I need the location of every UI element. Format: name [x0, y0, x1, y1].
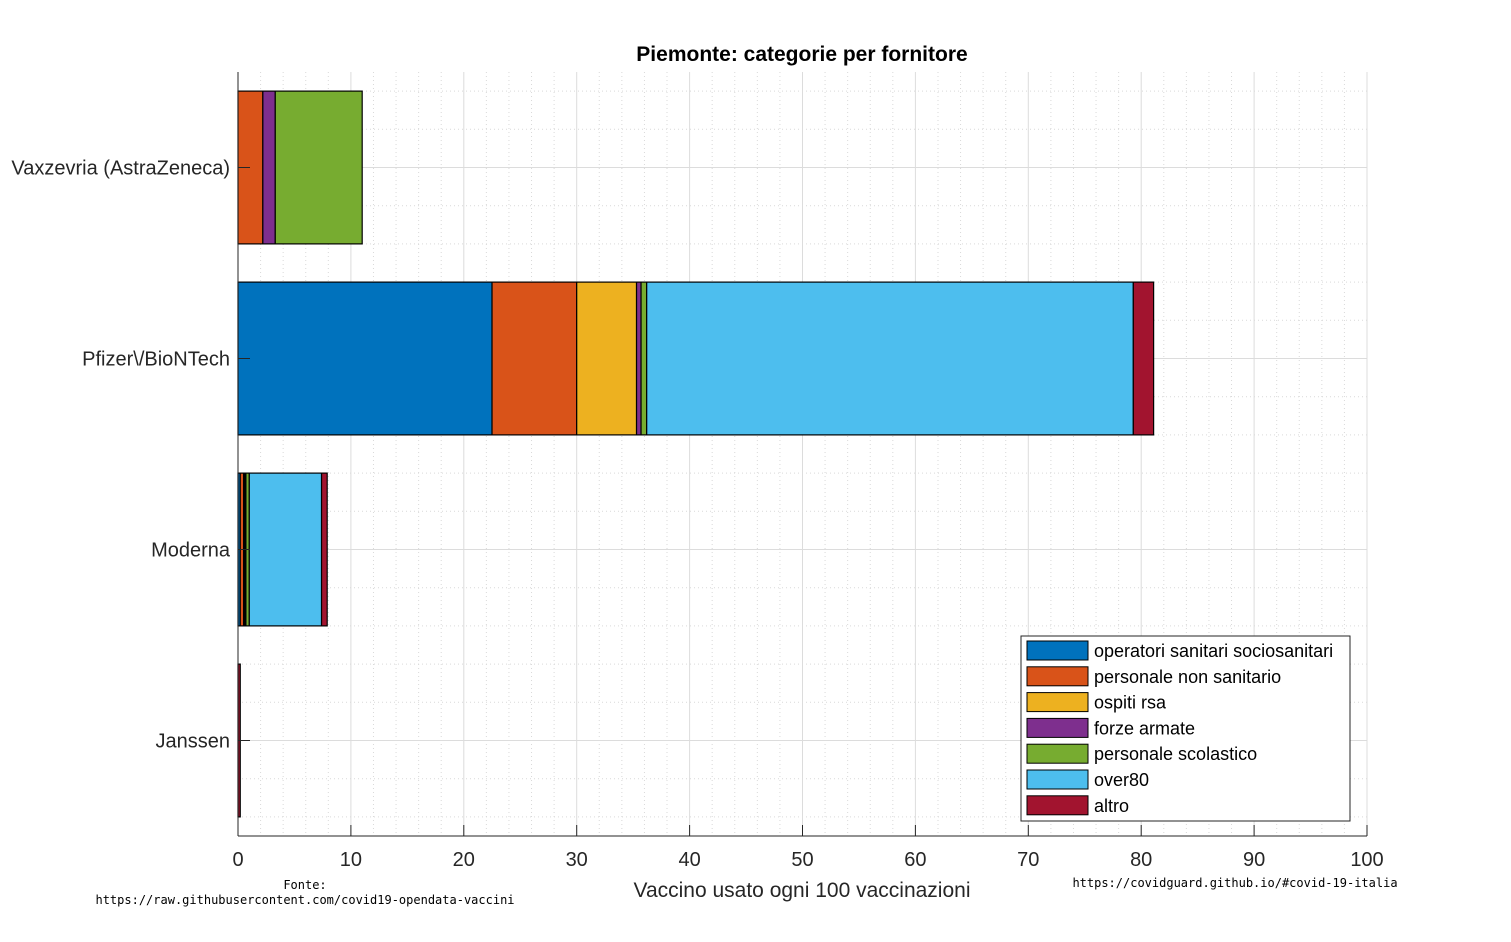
bar-segment-4-1 [640, 281, 648, 436]
x-tick-label-2: 20 [453, 849, 475, 871]
x-tick-label-7: 70 [1017, 849, 1039, 871]
bar-segment-6-2 [320, 472, 328, 627]
legend-swatch-5 [1026, 769, 1089, 790]
legend-label-1: personale non sanitario [1094, 667, 1281, 687]
bar-segment-1-1 [491, 281, 578, 436]
x-tick-label-8: 80 [1130, 849, 1152, 871]
bar-segment-5-1 [646, 281, 1134, 436]
legend-label-2: ospiti rsa [1094, 693, 1167, 713]
x-axis-label: Vaccino usato ogni 100 vaccinazioni [634, 879, 971, 902]
legend-label-6: altro [1094, 796, 1129, 816]
x-tick-label-10: 100 [1350, 849, 1383, 871]
category-label-3: Janssen [156, 731, 231, 753]
x-tick-label-0: 0 [232, 849, 243, 871]
x-tick-label-1: 10 [340, 849, 362, 871]
legend-swatch-1 [1026, 666, 1089, 687]
legend-swatch-6 [1026, 795, 1089, 816]
x-tick-label-6: 60 [904, 849, 926, 871]
axes: Vaxzevria (AstraZeneca) Pfizer\/BioNTech M… [11, 72, 1384, 871]
source-note: Fonte: https://raw.githubusercontent.com… [90, 878, 520, 908]
legend-label-0: operatori sanitari sociosanitari [1094, 641, 1333, 661]
category-label-1: Pfizer\/BioNTech [82, 349, 230, 371]
site-url: https://covidguard.github.io/#covid-19-i… [1072, 876, 1398, 890]
legend-label-3: forze armate [1094, 718, 1195, 738]
chart-title: Piemonte: categorie per fornitore [636, 43, 967, 66]
x-tick-label-9: 90 [1243, 849, 1265, 871]
bars [237, 90, 1155, 818]
x-tick-label-4: 40 [678, 849, 700, 871]
bar-segment-3-0 [262, 90, 276, 245]
bar-segment-3-1 [635, 281, 642, 436]
x-tick-label-3: 30 [566, 849, 588, 871]
bar-segment-5-2 [248, 472, 323, 627]
x-tick-label-5: 50 [791, 849, 813, 871]
legend-swatch-0 [1026, 640, 1089, 661]
bar-segment-0-1 [237, 281, 493, 436]
legend: operatori sanitari sociosanitari personal… [1020, 635, 1351, 822]
bar-segment-2-1 [576, 281, 638, 436]
source-url: https://raw.githubusercontent.com/covid1… [95, 893, 515, 907]
category-label-2: Moderna [151, 540, 231, 562]
legend-swatch-3 [1026, 717, 1089, 738]
bar-segment-4-0 [274, 90, 363, 245]
category-label-0: Vaxzevria (AstraZeneca) [11, 158, 230, 180]
legend-swatch-4 [1026, 743, 1089, 764]
legend-label-4: personale scolastico [1094, 744, 1257, 764]
legend-swatch-2 [1026, 692, 1089, 713]
source-label: Fonte: [283, 878, 327, 892]
legend-label-5: over80 [1094, 770, 1149, 790]
bar-segment-6-1 [1132, 281, 1155, 436]
